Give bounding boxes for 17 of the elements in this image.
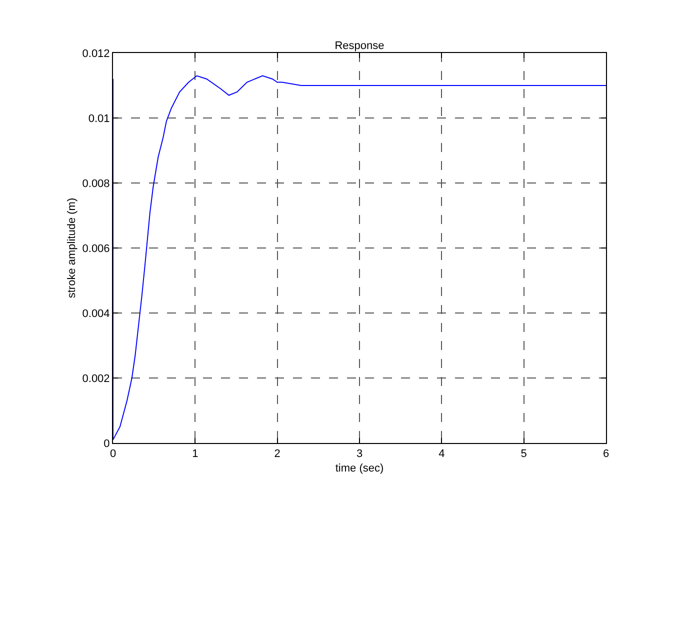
x-tick-label: 4 (438, 448, 445, 460)
line-series (113, 75, 606, 440)
y-tick-label: 0.004 (82, 308, 110, 320)
x-tick-label: 1 (192, 448, 198, 460)
chart-title: Response (334, 40, 384, 52)
x-tick-label: 6 (602, 448, 610, 460)
x-tick-label: 2 (274, 448, 280, 460)
y-tick-label: 0.008 (82, 178, 110, 190)
y-tick-label: 0 (104, 438, 110, 450)
y-tick-label: 0.01 (88, 112, 110, 125)
x-tick-label: 5 (520, 448, 527, 460)
x-tick-label: 3 (356, 448, 363, 460)
x-axis-title: time (sec) (335, 462, 384, 474)
y-tick-label: 0.002 (82, 372, 110, 385)
y-axis-title: stroke amplitude (m) (66, 198, 78, 298)
y-tick-label: 0.012 (82, 48, 110, 60)
y-tick-label: 0.006 (82, 242, 110, 255)
